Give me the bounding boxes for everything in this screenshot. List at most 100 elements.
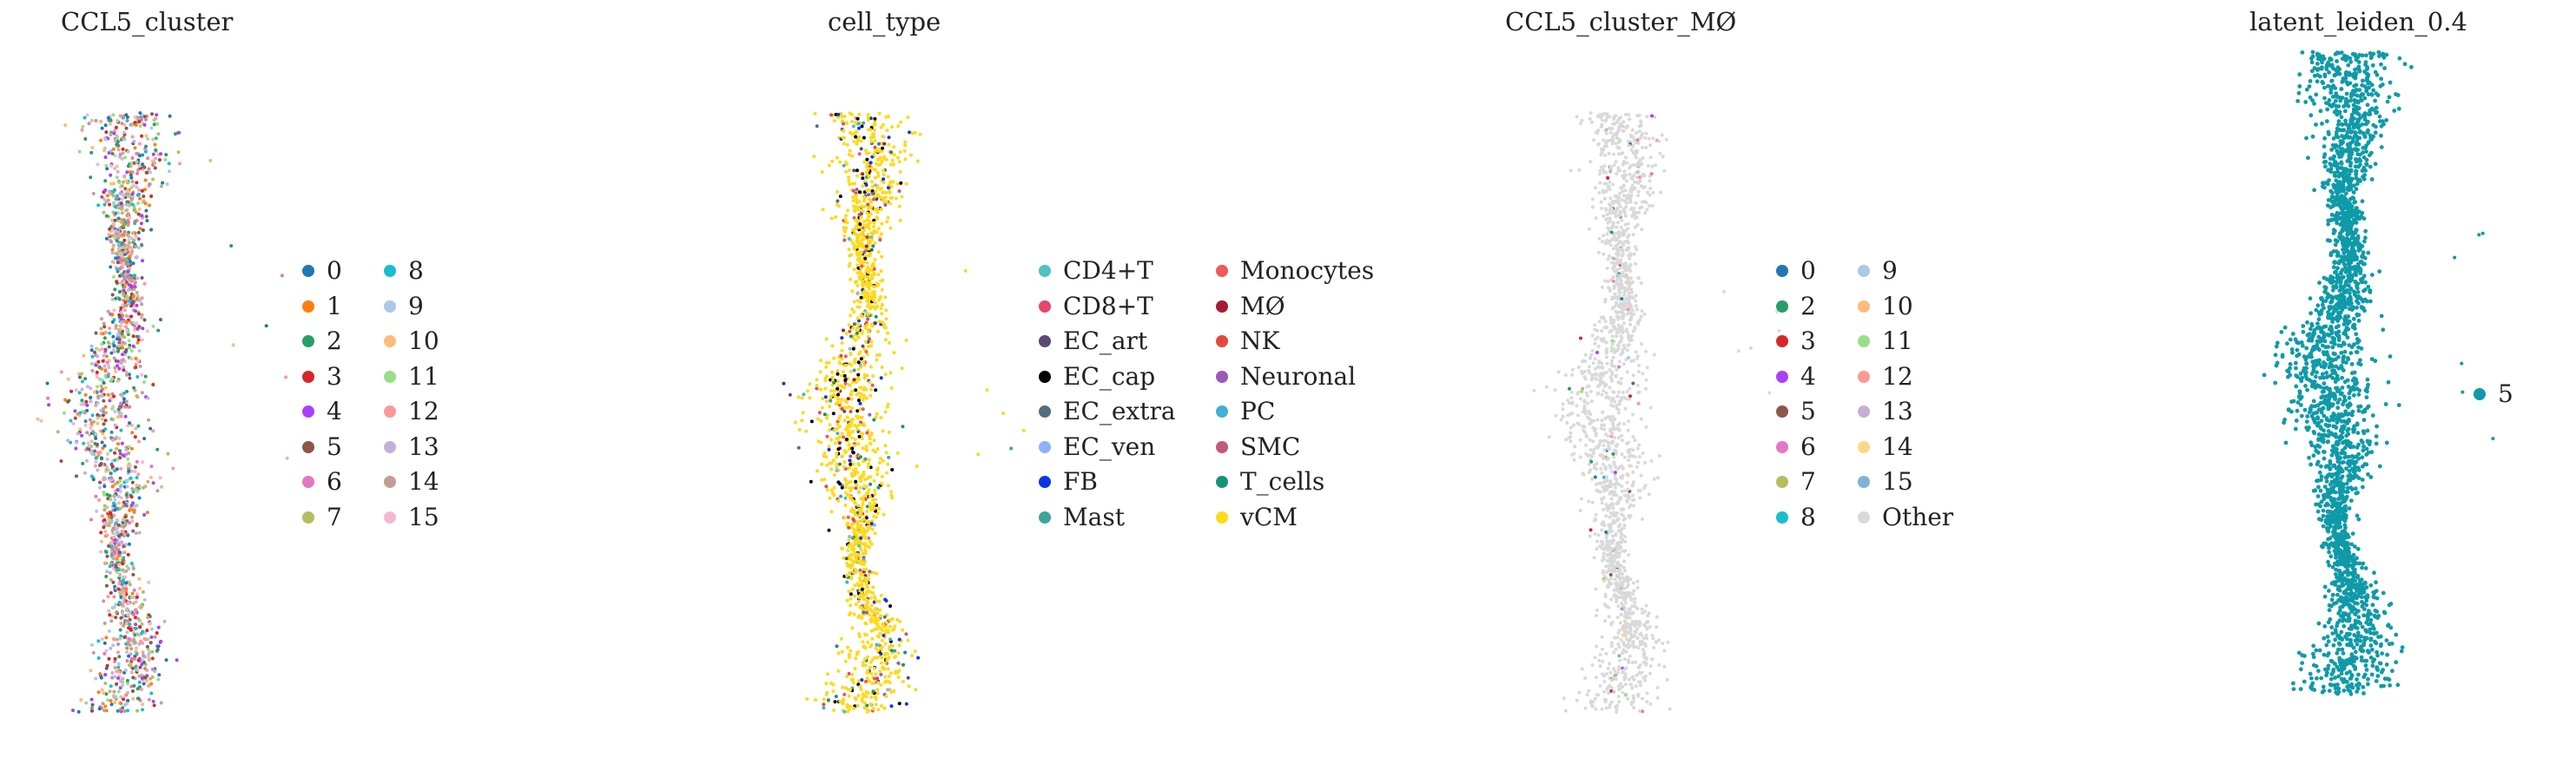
scatter-point: [827, 360, 831, 365]
scatter-point: [1636, 401, 1641, 405]
scatter-point: [140, 302, 144, 306]
scatter-point: [151, 177, 155, 181]
scatter-point: [847, 323, 851, 327]
scatter-point: [841, 135, 845, 140]
scatter-point: [87, 122, 91, 126]
scatter-point: [1635, 673, 1639, 677]
scatter-point: [1637, 455, 1641, 458]
scatter-point: [109, 240, 113, 244]
scatter-point: [122, 276, 127, 280]
scatter-point: [103, 673, 108, 677]
scatter-point: [868, 380, 872, 385]
scatter-point: [852, 368, 856, 372]
scatter-point: [110, 297, 115, 301]
scatter-point: [854, 656, 858, 661]
scatter-point: [871, 498, 875, 502]
scatter-point: [888, 226, 893, 230]
scatter-point: [861, 279, 865, 283]
scatter-point: [1622, 343, 1626, 347]
scatter-point: [104, 636, 109, 640]
scatter-point: [1615, 511, 1619, 515]
scatter-point: [69, 440, 73, 445]
scatter-point: [121, 246, 125, 249]
scatter-point: [114, 324, 118, 328]
scatter-point: [1604, 503, 1608, 507]
scatter-point: [866, 465, 870, 469]
scatter-point: [100, 393, 104, 398]
scatter-point: [805, 697, 809, 701]
scatter-point: [117, 501, 122, 505]
scatter-point: [1641, 372, 1645, 376]
scatter-point: [100, 347, 104, 351]
scatter-point: [849, 369, 853, 373]
scatter-point: [149, 475, 153, 479]
scatter-point: [1625, 179, 1628, 183]
scatter-point: [147, 697, 151, 702]
scatter-point: [1655, 686, 1660, 690]
scatter-point: [1587, 462, 1591, 466]
scatter-point: [880, 656, 884, 660]
scatter-point: [859, 313, 863, 318]
scatter-point: [838, 361, 842, 366]
scatter-point: [103, 386, 108, 390]
scatter-point: [1627, 113, 1631, 117]
scatter-point: [1626, 235, 1630, 240]
scatter-point: [1611, 404, 1615, 408]
scatter-point: [856, 372, 861, 377]
scatter-point: [119, 496, 123, 500]
scatter-point: [159, 701, 163, 705]
scatter-point: [864, 445, 869, 448]
scatter-point: [1608, 243, 1613, 247]
scatter-point: [868, 254, 872, 258]
scatter-point: [109, 590, 113, 595]
scatter-point: [849, 253, 854, 257]
scatter-point: [875, 304, 880, 308]
scatter-point: [844, 482, 849, 486]
scatter-point: [856, 599, 861, 603]
scatter-point: [112, 350, 116, 353]
scatter-point: [880, 160, 884, 164]
scatter-point: [868, 277, 872, 281]
scatter-point: [1616, 467, 1620, 471]
scatter-point: [1572, 458, 1576, 462]
scatter-point: [96, 359, 101, 364]
scatter-point: [1622, 535, 1627, 538]
scatter-point: [1595, 693, 1599, 697]
scatter-point: [156, 625, 161, 629]
scatter-point: [142, 597, 147, 602]
scatter-point: [1620, 484, 1624, 488]
scatter-point: [1590, 348, 1595, 353]
scatter-point: [1598, 652, 1602, 656]
scatter-point: [133, 115, 137, 119]
scatter-point: [1589, 412, 1593, 417]
scatter-point: [129, 656, 134, 661]
scatter-point: [862, 645, 866, 649]
scatter-point: [1628, 172, 1632, 176]
scatter-point: [842, 373, 847, 378]
scatter-point: [96, 412, 100, 417]
scatter-point: [177, 130, 182, 135]
scatter-point: [865, 520, 869, 524]
scatter-point: [875, 210, 880, 214]
scatter-point: [1615, 225, 1619, 229]
scatter-point: [84, 399, 89, 404]
scatter-point: [147, 418, 150, 422]
scatter-point: [132, 279, 136, 283]
scatter-point: [1589, 353, 1594, 357]
scatter-point: [130, 231, 135, 235]
scatter-point: [859, 139, 863, 143]
scatter-point: [865, 373, 869, 378]
scatter-point: [1604, 141, 1608, 145]
scatter-point: [125, 646, 129, 650]
scatter-point: [833, 700, 837, 704]
scatter-point: [1616, 517, 1621, 521]
scatter-point: [1631, 480, 1635, 484]
scatter-point: [1577, 690, 1582, 695]
scatter-point: [130, 431, 135, 435]
scatter-point: [1589, 528, 1593, 532]
scatter-point: [155, 447, 160, 452]
scatter-point: [1624, 205, 1628, 209]
scatter-point: [1605, 115, 1609, 119]
scatter-point: [103, 419, 108, 423]
scatter-point: [89, 474, 94, 478]
